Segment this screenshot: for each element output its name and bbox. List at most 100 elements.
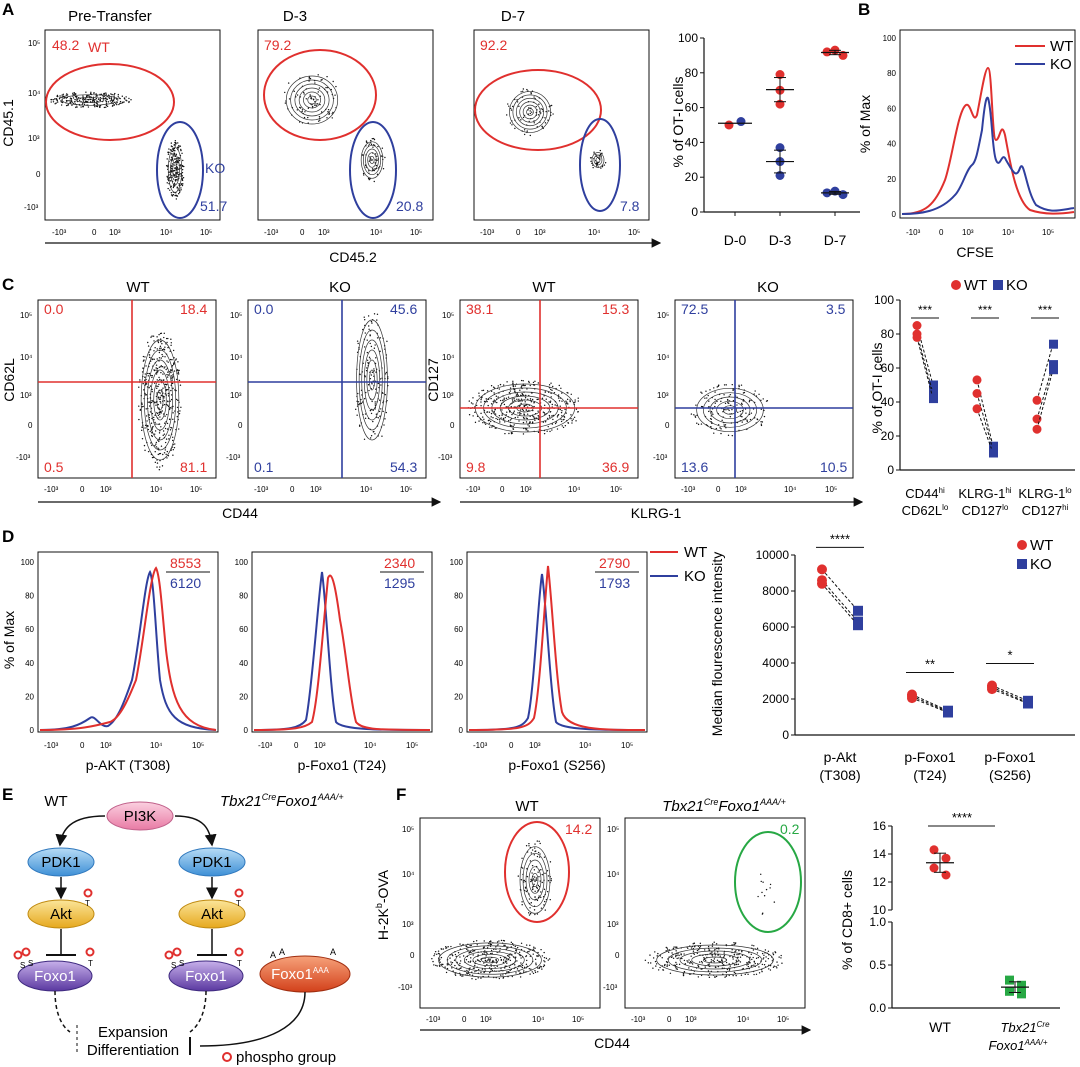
svg-text:10³: 10³ [100,741,112,750]
flow-event-dot [492,959,494,962]
flow-event-dot [728,409,730,412]
flow-event-dot [159,400,161,403]
flow-event-dot [105,104,108,107]
flow-event-dot [520,413,522,415]
flow-event-dot [562,419,564,421]
flow-event-dot [543,404,546,407]
flow-event-dot [357,342,359,345]
flow-event-dot [308,80,310,82]
flow-event-dot [672,957,675,959]
svg-text:-10³: -10³ [603,983,618,992]
flow-event-dot [160,365,162,367]
flow-event-dot [534,947,536,949]
svg-text:10³: 10³ [442,391,454,400]
c-chart-point-wt [972,404,982,414]
flow-event-dot [723,384,726,386]
flow-event-dot [687,947,689,949]
flow-event-dot [572,418,574,420]
flow-event-dot [564,425,567,427]
flow-contour [147,359,173,441]
flow-event-dot [176,406,179,409]
flow-event-dot [143,389,145,391]
flow-event-dot [690,413,693,415]
flow-event-dot [729,393,732,396]
flow-event-dot [147,375,149,377]
flow-event-dot [761,970,763,973]
svg-text:S: S [28,959,33,968]
flow-event-dot [732,958,734,960]
flow-event-dot [374,162,376,164]
flow-event-dot [179,145,182,147]
flow-event-dot [439,958,441,960]
flow-event-dot [78,99,81,102]
flow-event-dot [435,964,437,967]
flow-event-dot [697,964,699,967]
svg-text:-10³: -10³ [631,1015,646,1024]
flow-contour [140,339,180,461]
flow-event-dot [437,950,440,952]
flow-event-dot [458,968,460,970]
flow-event-dot [678,957,680,959]
flow-event-dot [746,419,748,421]
flow-event-dot [474,971,476,973]
flow-event-dot [560,411,563,414]
flow-contour [512,94,548,130]
flow-event-dot [603,164,606,166]
flow-event-dot [528,914,531,916]
flow-event-dot [151,335,153,337]
flow-event-dot [97,98,100,100]
flow-event-dot [511,432,514,434]
flow-event-dot [548,110,550,112]
flow-event-dot [155,441,158,444]
flow-event-dot [161,389,163,391]
flow-event-dot [534,843,536,845]
flow-event-dot [698,947,701,949]
f-chart-upper-ytick-label: 14 [873,847,887,861]
flow-event-dot [654,951,656,953]
flow-event-dot [181,168,184,171]
flow-event-dot [569,400,571,403]
flow-event-dot [538,856,541,858]
flow-event-dot [521,857,523,859]
flow-event-dot [177,399,179,402]
flow-event-dot [370,374,373,376]
flow-event-dot [179,165,182,167]
flow-event-dot [666,947,668,949]
flow-event-dot [497,944,499,946]
flow-contour [691,953,739,967]
flow-event-dot [528,842,530,845]
flow-event-dot [524,889,526,892]
flow-event-dot [369,334,371,336]
flow-event-dot [713,960,715,963]
c-legend-ko: KO [1006,277,1028,294]
flow-event-dot [525,955,528,957]
f-chart-xlabel-mutant-sup2: AAA/+ [1024,1038,1048,1047]
c-flow-plot-3 [459,299,639,479]
flow-event-dot [510,109,513,111]
flow-event-dot [566,398,569,401]
flow-event-dot [154,421,156,424]
flow-event-dot [160,402,162,404]
flow-event-dot [738,385,740,388]
flow-event-dot [488,419,490,421]
f-chart-lower-ytick-label: 0.0 [869,1001,886,1015]
flow-event-dot [147,450,150,453]
ot1-xtick-label: D-3 [769,232,792,248]
f-chart-lower-ytick-label: 1.0 [869,915,886,929]
flow-event-dot [512,412,515,414]
flow-event-dot [509,424,512,426]
svg-text:10³: 10³ [480,1015,492,1024]
flow-event-dot [531,421,534,423]
d1-ytick-label: 40 [25,659,34,668]
f-chart-point-mutant [1017,980,1026,990]
flow-event-dot [478,392,480,394]
flow-event-dot [514,127,516,130]
flow-event-dot [166,413,168,416]
svg-text:10³: 10³ [318,228,330,237]
flow-event-dot [517,946,519,949]
flow-event-dot [545,398,547,400]
svg-text:0: 0 [716,485,721,494]
svg-text:0: 0 [509,741,514,750]
svg-text:0: 0 [665,421,670,430]
